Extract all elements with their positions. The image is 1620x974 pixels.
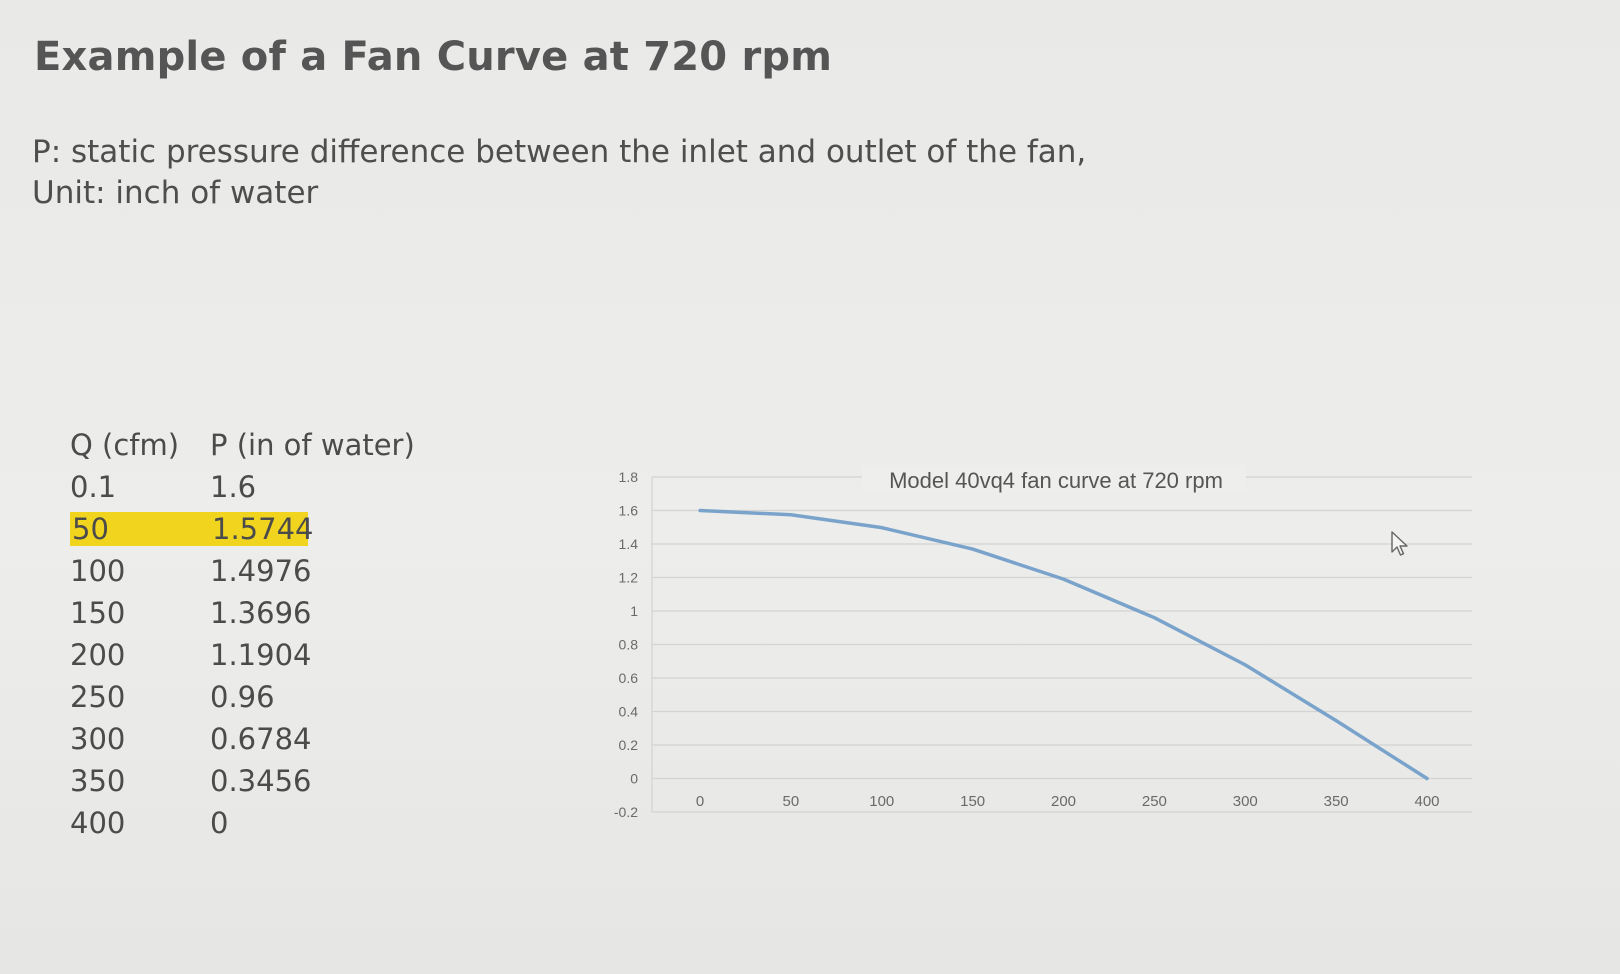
cell-p-value: 0.6784 <box>210 722 312 756</box>
chart-title-bg <box>862 465 1246 493</box>
cell-p-value: 1.1904 <box>210 638 312 672</box>
cell-p: 0.96 <box>210 676 420 718</box>
cell-p: 0.6784 <box>210 718 420 760</box>
y-tick-label: 0 <box>630 771 638 787</box>
fan-data-table: Q (cfm) P (in of water) 0.1 1.6 50 1.5744 10… <box>70 424 420 844</box>
cell-q: 300 <box>70 718 210 760</box>
cell-p: 0 <box>210 802 420 844</box>
y-tick-label: 1 <box>630 603 638 619</box>
cell-q-value: 400 <box>70 806 126 840</box>
cell-p-value: 1.5744 <box>210 512 314 546</box>
cell-q: 400 <box>70 802 210 844</box>
cell-q: 0.1 <box>70 466 210 508</box>
y-tick-label: 0.2 <box>619 737 639 753</box>
chart-points <box>698 508 1429 781</box>
cell-p: 1.4976 <box>210 550 420 592</box>
y-tick-label: 0.4 <box>619 704 639 720</box>
y-tick-label: 1.8 <box>619 469 639 485</box>
cell-p-value: 0.96 <box>210 680 275 714</box>
cell-q: 150 <box>70 592 210 634</box>
data-point <box>1061 577 1066 581</box>
x-tick-label: 300 <box>1233 793 1258 810</box>
cell-p: 1.1904 <box>210 634 420 676</box>
cell-q: 350 <box>70 760 210 802</box>
cell-q-value: 100 <box>70 554 126 588</box>
y-tick-label: 0.6 <box>619 670 639 686</box>
x-tick-label: 100 <box>869 793 894 810</box>
header-q: Q (cfm) <box>70 428 180 462</box>
chart-x-ticks: 0 50 100 150 200 250 300 350 400 <box>696 793 1440 810</box>
cell-q-value: 250 <box>70 680 126 714</box>
data-point <box>971 547 975 551</box>
x-tick-label: 50 <box>783 793 800 810</box>
table-row: 200 1.1904 <box>70 634 420 676</box>
table-row: 150 1.3696 <box>70 592 420 634</box>
table-row: 0.1 1.6 <box>70 466 420 508</box>
cell-p-value: 0.3456 <box>210 764 312 798</box>
cell-p: 1.3696 <box>210 592 420 634</box>
cell-q-value: 50 <box>70 512 210 546</box>
x-tick-label: 250 <box>1142 793 1167 810</box>
cell-p-value: 1.6 <box>210 470 257 504</box>
y-tick-label: 1.2 <box>619 570 639 586</box>
cell-p: 0.3456 <box>210 760 420 802</box>
table-row: 100 1.4976 <box>70 550 420 592</box>
table-header-row: Q (cfm) P (in of water) <box>70 424 420 466</box>
fan-curve-chart: 1.8 1.6 1.4 1.2 1 0.8 0.6 0.4 0.2 0 -0.2 0 50 100 150… <box>614 465 1472 820</box>
chart-y-ticks: 1.8 1.6 1.4 1.2 1 0.8 0.6 0.4 0.2 0 -0.2 <box>614 469 638 820</box>
description-line-1: P: static pressure difference between th… <box>32 134 1087 170</box>
table-row: 350 0.3456 <box>70 760 420 802</box>
x-tick-label: 200 <box>1051 793 1076 810</box>
table-body: 0.1 1.6 50 1.5744 100 1.4976 150 1.3696 200 1.190… <box>70 466 420 844</box>
chart-title: Model 40vq4 fan curve at 720 rpm <box>889 468 1223 493</box>
slide-description: P: static pressure difference between th… <box>32 132 1086 214</box>
cell-p-value: 1.4976 <box>210 554 312 588</box>
table-row: 400 0 <box>70 802 420 844</box>
y-tick-label: 0.8 <box>619 637 639 653</box>
cell-q-value: 300 <box>70 722 126 756</box>
cell-q: 50 <box>70 508 210 550</box>
data-point <box>698 508 702 513</box>
y-tick-label: 1.4 <box>619 536 639 552</box>
chart-gridlines <box>651 476 1472 813</box>
mouse-pointer-icon <box>1391 531 1408 556</box>
data-point <box>1243 663 1247 667</box>
x-tick-label: 150 <box>960 793 985 810</box>
cell-p: 1.5744 <box>210 508 420 550</box>
data-point <box>789 513 793 517</box>
y-tick-label: 1.6 <box>619 503 639 519</box>
cell-p-value: 1.3696 <box>210 596 312 630</box>
y-tick-label: -0.2 <box>614 804 638 820</box>
cell-q-value: 200 <box>70 638 126 672</box>
x-tick-label: 350 <box>1324 793 1349 810</box>
data-point <box>1334 719 1338 723</box>
cell-p: 1.6 <box>210 466 420 508</box>
data-point <box>1425 776 1429 781</box>
table-row: 50 1.5744 <box>70 508 420 550</box>
cell-q: 200 <box>70 634 210 676</box>
cell-q: 250 <box>70 676 210 718</box>
data-point <box>880 526 884 530</box>
x-tick-label: 400 <box>1414 793 1439 810</box>
description-line-2: Unit: inch of water <box>32 175 319 211</box>
table-row: 250 0.96 <box>70 676 420 718</box>
cell-p-value: 0 <box>210 806 229 840</box>
cell-q-value: 150 <box>70 596 126 630</box>
slide-title: Example of a Fan Curve at 720 rpm <box>34 34 833 80</box>
header-p: P (in of water) <box>210 428 415 462</box>
table-row: 300 0.6784 <box>70 718 420 760</box>
data-point <box>1152 616 1156 620</box>
x-tick-label: 0 <box>696 793 704 810</box>
cell-q: 100 <box>70 550 210 592</box>
cell-q-value: 350 <box>70 764 126 798</box>
cell-q-value: 0.1 <box>70 470 117 504</box>
